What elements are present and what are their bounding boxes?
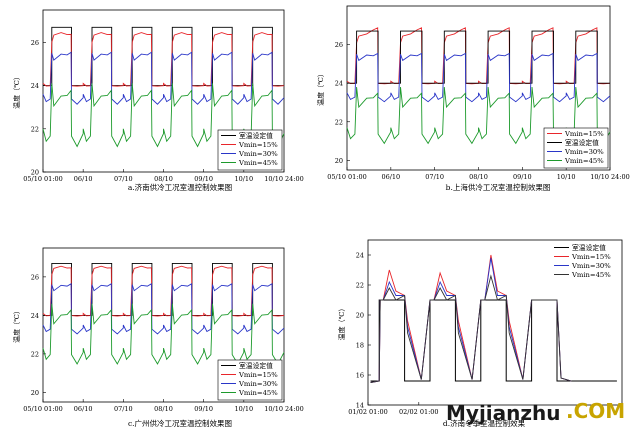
plot-frame: [367, 239, 623, 406]
legend-entry: Vmin=15%: [238, 371, 278, 379]
legend-entry: Vmin=15%: [238, 141, 278, 149]
chart-a-caption: a.济南供冷工况室温控制效果图: [128, 182, 232, 192]
series-line: [42, 303, 285, 365]
x-tick-label: 07/10: [114, 405, 133, 413]
x-tick-label: 10/10: [234, 405, 253, 413]
y-tick-label: 26: [31, 39, 39, 47]
x-tick-label: 09/10: [513, 173, 532, 181]
legend-entry: 室温设定值: [565, 138, 599, 147]
legend-entry: 室温设定值: [239, 361, 273, 370]
series-line: [43, 262, 284, 316]
y-tick-label: 18: [356, 342, 364, 350]
y-tick-label: 16: [356, 372, 364, 380]
series-line: [42, 51, 285, 105]
y-axis-label: 温度（℃）: [12, 307, 21, 343]
series-line: [370, 254, 572, 383]
watermark: Myjianzhu .COM: [446, 399, 625, 425]
legend-entry: Vmin=45%: [238, 389, 278, 397]
x-tick-label: 05/10 01:00: [327, 173, 367, 181]
y-tick-label: 20: [31, 169, 39, 177]
legend-entry: Vmin=45%: [238, 159, 278, 167]
y-tick-label: 22: [31, 125, 39, 133]
legend-entry: 室温设定值: [572, 243, 606, 252]
y-tick-label: 24: [356, 252, 364, 260]
series-line: [370, 274, 572, 383]
legend-box: [543, 127, 609, 169]
chart-d-jinan-winter: 14 16 18 20 22 24 01/02 01:00 02/02 01:00 温度（℃） 室…: [337, 239, 623, 416]
chart-a-jinan-cooling: 20 22 24 26 05/10 01:00 06/10 07/10 08/10 09/10 1…: [12, 9, 304, 183]
x-tick-label: 10/10 24:00: [264, 175, 304, 183]
x-tick-label: 08/10: [154, 175, 173, 183]
x-tick-label: 08/10: [154, 405, 173, 413]
x-tick-label: 07/10: [425, 173, 444, 181]
x-tick-label: 02/02 01:00: [399, 408, 439, 416]
y-tick-label: 22: [31, 350, 39, 358]
chart-c-guangzhou-cooling: 20 22 24 26 05/10 01:00 06/10 07/10 08/10 09/10 1…: [12, 247, 304, 413]
x-tick-label: 07/10: [114, 175, 133, 183]
y-tick-label: 24: [31, 312, 39, 320]
y-tick-label: 22: [356, 282, 364, 290]
y-tick-label: 26: [335, 41, 343, 49]
legend-entry: Vmin=30%: [571, 262, 611, 270]
x-tick-label: 10/10 24:00: [590, 173, 630, 181]
y-tick-label: 20: [31, 389, 39, 397]
series-line: [42, 283, 285, 335]
legend-entry: Vmin=15%: [571, 253, 611, 261]
chart-c-caption: c.广州供冷工况室温控制效果图: [128, 418, 232, 428]
series-line: [43, 26, 284, 87]
series-line: [346, 27, 611, 85]
y-tick-label: 14: [356, 402, 364, 410]
x-tick-label: 05/10 01:00: [23, 175, 63, 183]
series-line: [42, 265, 285, 317]
x-tick-label: 10/10 24:00: [264, 405, 304, 413]
legend-box: [217, 129, 283, 171]
x-tick-label: 09/10: [194, 175, 213, 183]
y-tick-label: 22: [335, 118, 343, 126]
y-tick-label: 20: [356, 312, 364, 320]
legend-entry: Vmin=15%: [564, 130, 604, 138]
y-tick-label: 24: [31, 82, 39, 90]
y-axis-label: 温度（℃）: [12, 73, 21, 109]
series-line: [347, 30, 610, 84]
x-tick-label: 06/10: [74, 175, 93, 183]
x-tick-label: 06/10: [74, 405, 93, 413]
legend-entry: Vmin=30%: [564, 148, 604, 156]
x-tick-label: 08/10: [469, 173, 488, 181]
y-tick-label: 20: [335, 157, 343, 165]
chart-d-caption: d.济南冬季室温控制效果: [443, 418, 526, 428]
x-tick-label: 05/10 01:00: [23, 405, 63, 413]
watermark-suffix: .COM: [566, 399, 625, 423]
y-axis-label: 温度（℃）: [316, 70, 325, 106]
legend-entry: Vmin=30%: [238, 150, 278, 158]
x-tick-label: 01/02 01:00: [348, 408, 388, 416]
legend-entry: 室温设定值: [239, 131, 273, 140]
legend-box: [552, 242, 618, 282]
series-line: [370, 299, 617, 382]
legend-entry: Vmin=45%: [564, 157, 604, 165]
x-tick-label: 06/10: [381, 173, 400, 181]
legend-entry: Vmin=30%: [238, 380, 278, 388]
x-tick-label: 09/10: [194, 405, 213, 413]
x-tick-label: 10/10: [557, 173, 576, 181]
x-tick-label: 10/10: [234, 175, 253, 183]
chart-b-caption: b.上海供冷工况室温控制效果图: [446, 182, 551, 192]
legend-entry: Vmin=45%: [571, 271, 611, 279]
chart-b-shanghai-cooling: 20 22 24 26 05/10 01:00 06/10 07/10 08/10 09/10 1…: [316, 5, 630, 181]
series-line: [42, 32, 285, 87]
y-axis-label: 温度（℃）: [337, 305, 346, 341]
y-tick-label: 26: [31, 273, 39, 281]
series-line: [346, 52, 611, 103]
watermark-text: Myjianzhu: [446, 401, 561, 425]
series-line: [370, 257, 572, 383]
y-tick-label: 24: [335, 80, 343, 88]
legend-box: [217, 359, 283, 401]
